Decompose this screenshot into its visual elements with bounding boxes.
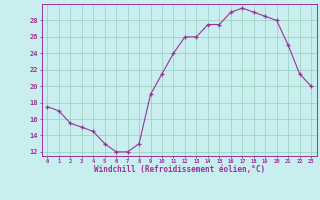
X-axis label: Windchill (Refroidissement éolien,°C): Windchill (Refroidissement éolien,°C) bbox=[94, 165, 265, 174]
